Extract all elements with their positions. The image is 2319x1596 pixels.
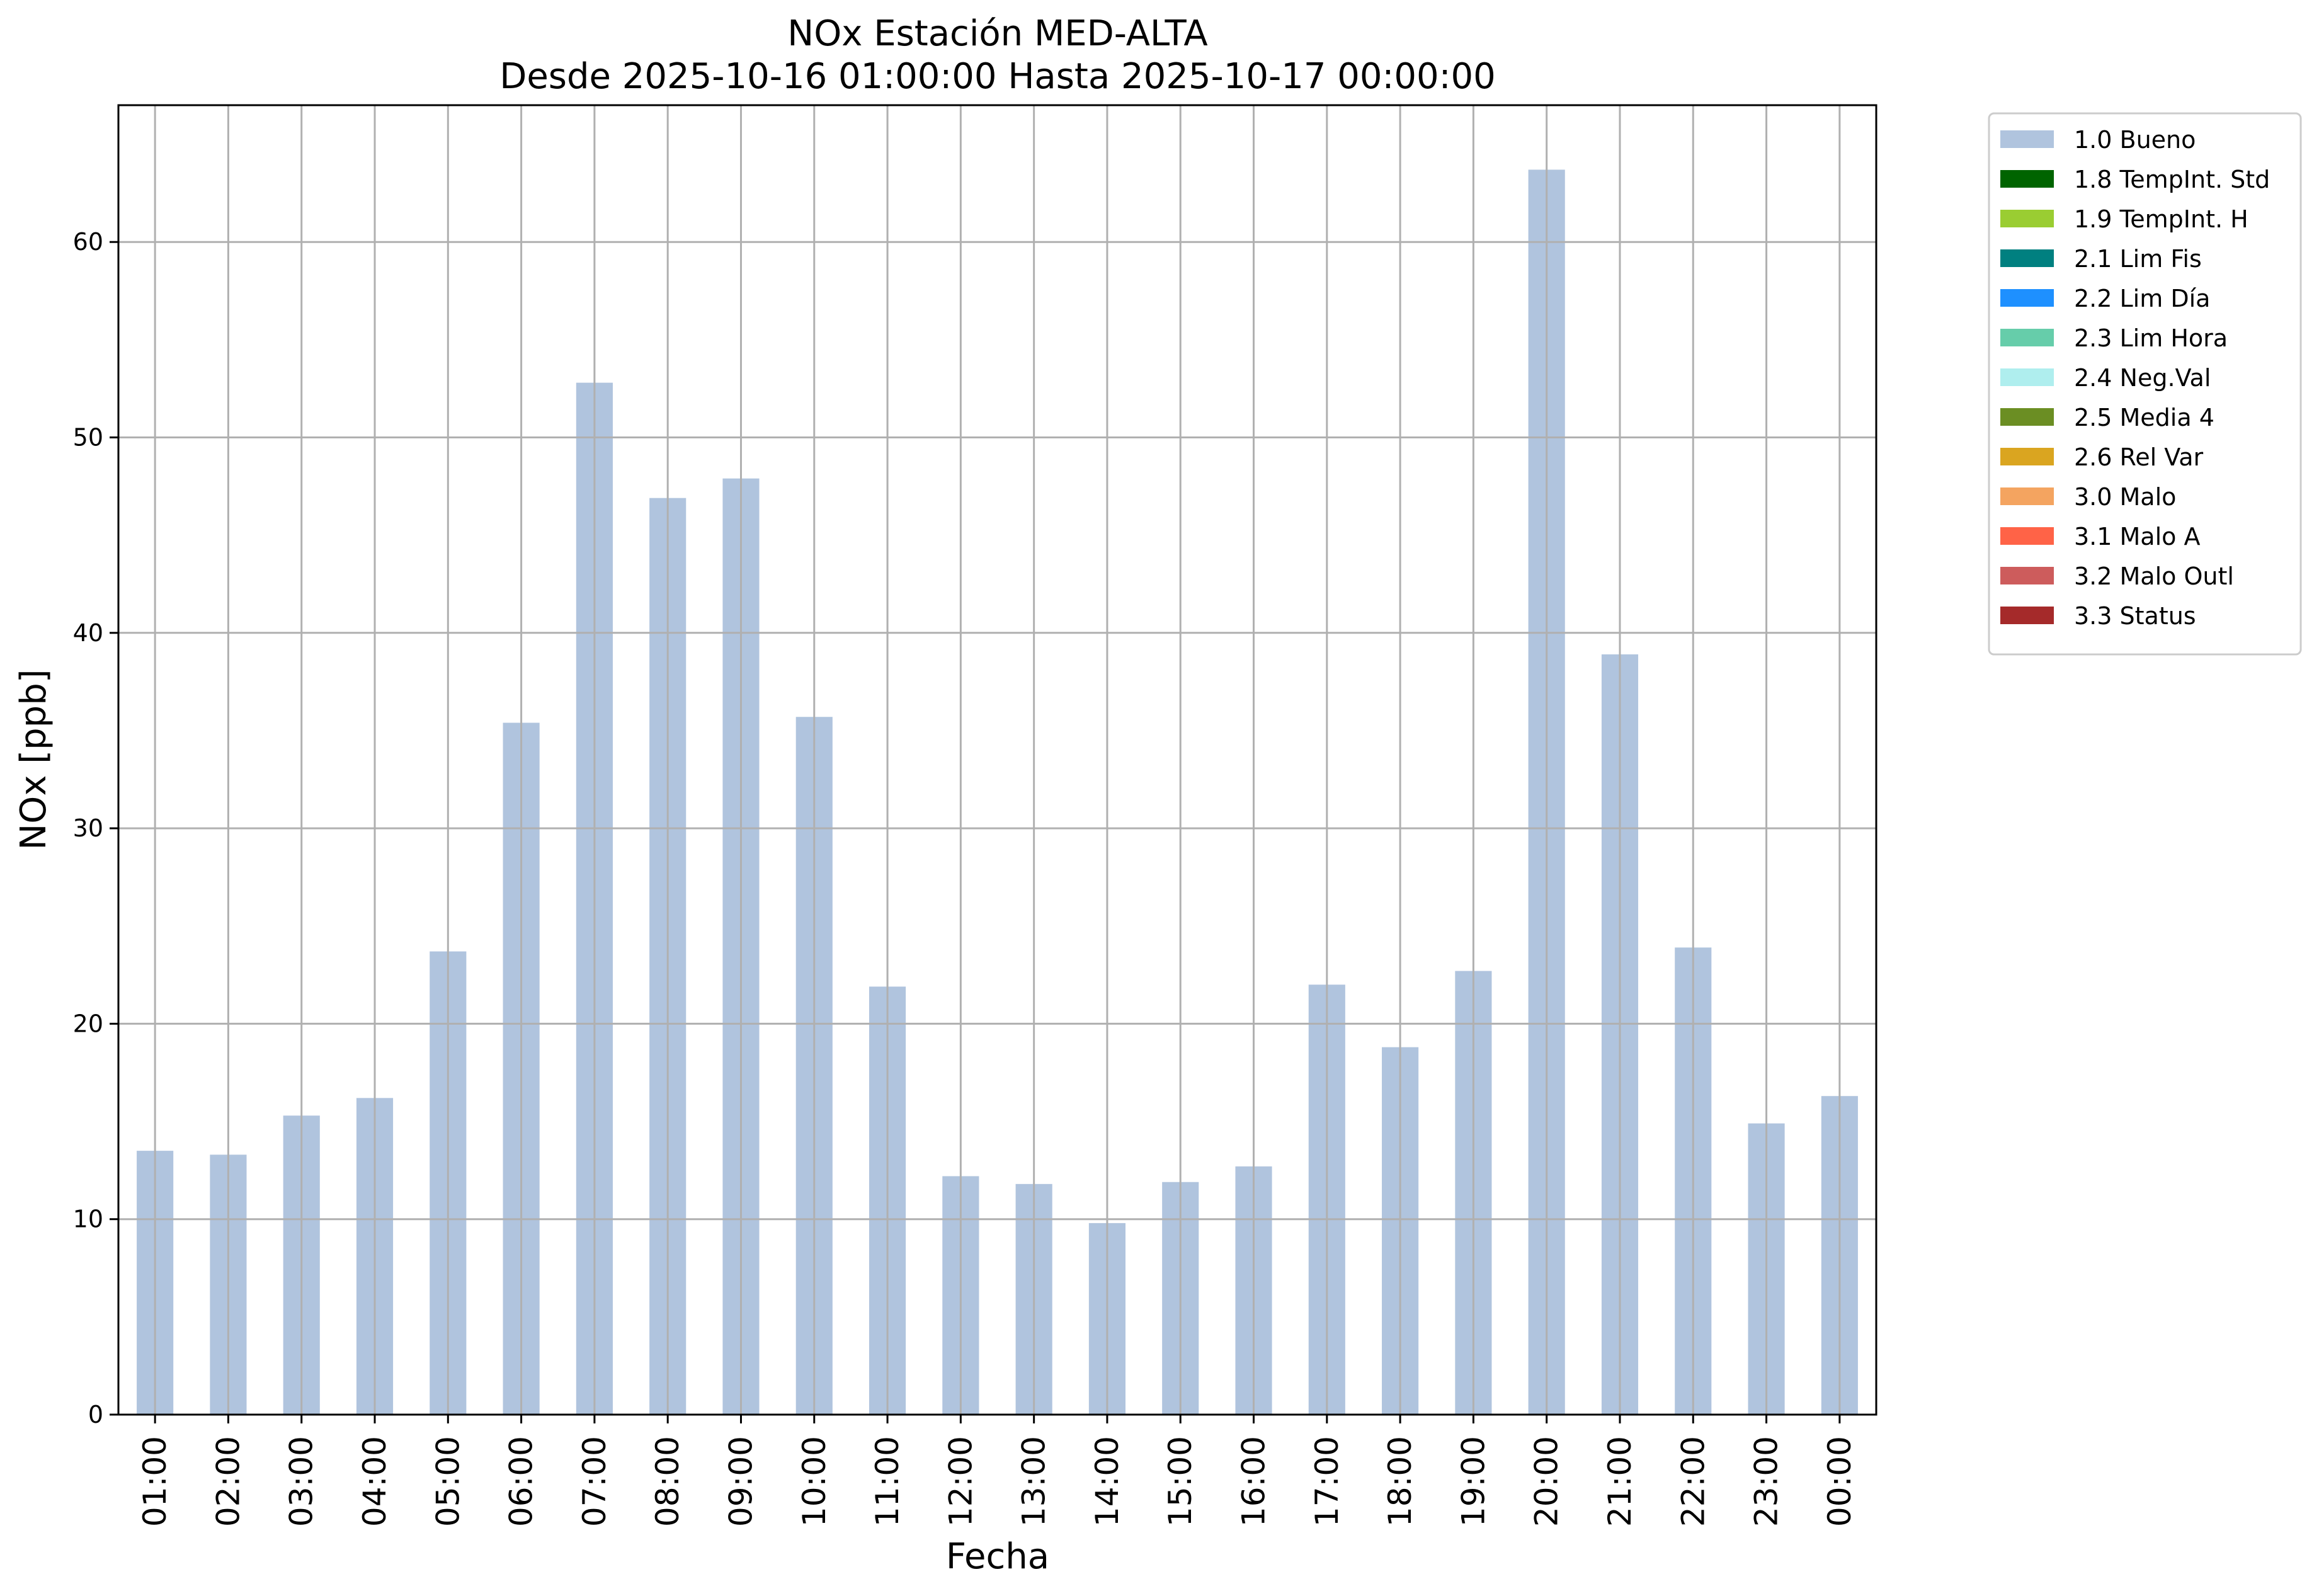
legend-swatch: [2000, 567, 2054, 584]
chart-subtitle: Desde 2025-10-16 01:00:00 Hasta 2025-10-…: [499, 56, 1496, 97]
y-tick-label: 50: [73, 424, 103, 452]
legend-label: 3.0 Malo: [2074, 483, 2176, 511]
legend-label: 3.3 Status: [2074, 602, 2196, 630]
x-axis-ticks: 01:00 02:00 03:00 04:00 05:00 06:00 07:00 08:00…: [137, 1415, 1858, 1527]
legend-swatch: [2000, 448, 2054, 465]
legend-swatch: [2000, 368, 2054, 386]
x-tick-label: 00:00: [1821, 1436, 1858, 1527]
legend-swatch: [2000, 289, 2054, 307]
x-tick-label: 14:00: [1089, 1436, 1125, 1527]
legend-label: 1.8 TempInt. Std: [2074, 166, 2270, 193]
y-tick-label: 30: [73, 814, 103, 842]
x-tick-label: 10:00: [796, 1436, 833, 1527]
legend-swatch: [2000, 527, 2054, 545]
x-tick-label: 16:00: [1236, 1436, 1272, 1527]
x-tick-label: 03:00: [283, 1436, 320, 1527]
x-tick-label: 18:00: [1382, 1436, 1418, 1527]
legend-box: [1988, 112, 2302, 656]
y-axis-ticks: 0 10 20 30 40 50 60: [73, 228, 118, 1428]
x-tick-label: 07:00: [576, 1436, 613, 1527]
legend-label: 1.0 Bueno: [2074, 126, 2196, 154]
x-tick-label: 08:00: [649, 1436, 686, 1527]
legend-swatch: [2000, 170, 2054, 188]
x-tick-label: 02:00: [210, 1436, 246, 1527]
legend-swatch: [2000, 210, 2054, 227]
chart-title: NOx Estación MED-ALTA: [787, 13, 1207, 54]
legend: 1.0 Bueno 1.8 TempInt. Std 1.9 TempInt. H 2…: [1988, 112, 2302, 656]
legend-swatch: [2000, 249, 2054, 267]
x-tick-label: 04:00: [356, 1436, 393, 1527]
x-tick-label: 12:00: [942, 1436, 979, 1527]
y-tick-label: 60: [73, 228, 103, 256]
y-tick-label: 0: [88, 1401, 103, 1428]
x-tick-label: 17:00: [1309, 1436, 1345, 1527]
x-tick-label: 21:00: [1602, 1436, 1638, 1527]
y-axis-label: NOx [ppb]: [13, 669, 54, 850]
legend-label: 3.1 Malo A: [2074, 523, 2200, 550]
legend-label: 2.5 Media 4: [2074, 404, 2214, 431]
plot-frame: [117, 104, 1877, 1416]
x-tick-label: 19:00: [1455, 1436, 1491, 1527]
x-tick-label: 13:00: [1016, 1436, 1052, 1527]
x-tick-label: 20:00: [1529, 1436, 1565, 1527]
y-tick-label: 40: [73, 619, 103, 647]
legend-swatch: [2000, 408, 2054, 426]
x-tick-label: 06:00: [503, 1436, 540, 1527]
x-tick-label: 11:00: [869, 1436, 906, 1527]
legend-swatch: [2000, 607, 2054, 624]
legend-swatch: [2000, 130, 2054, 148]
x-tick-label: 09:00: [722, 1436, 759, 1527]
y-tick-label: 10: [73, 1206, 103, 1233]
legend-label: 2.1 Lim Fis: [2074, 245, 2202, 273]
legend-swatch: [2000, 487, 2054, 505]
legend-label: 2.3 Lim Hora: [2074, 324, 2228, 352]
legend-label: 3.2 Malo Outl: [2074, 562, 2234, 590]
legend-swatch: [2000, 329, 2054, 346]
y-tick-label: 20: [73, 1010, 103, 1037]
x-tick-label: 23:00: [1748, 1436, 1785, 1527]
legend-label: 2.4 Neg.Val: [2074, 364, 2211, 392]
x-tick-label: 22:00: [1675, 1436, 1711, 1527]
x-tick-label: 05:00: [430, 1436, 466, 1527]
legend-label: 2.2 Lim Día: [2074, 285, 2210, 312]
x-tick-label: 01:00: [137, 1436, 173, 1527]
x-tick-label: 15:00: [1162, 1436, 1199, 1527]
legend-label: 1.9 TempInt. H: [2074, 205, 2248, 233]
x-axis-label: Fecha: [946, 1536, 1049, 1577]
legend-label: 2.6 Rel Var: [2074, 443, 2204, 471]
